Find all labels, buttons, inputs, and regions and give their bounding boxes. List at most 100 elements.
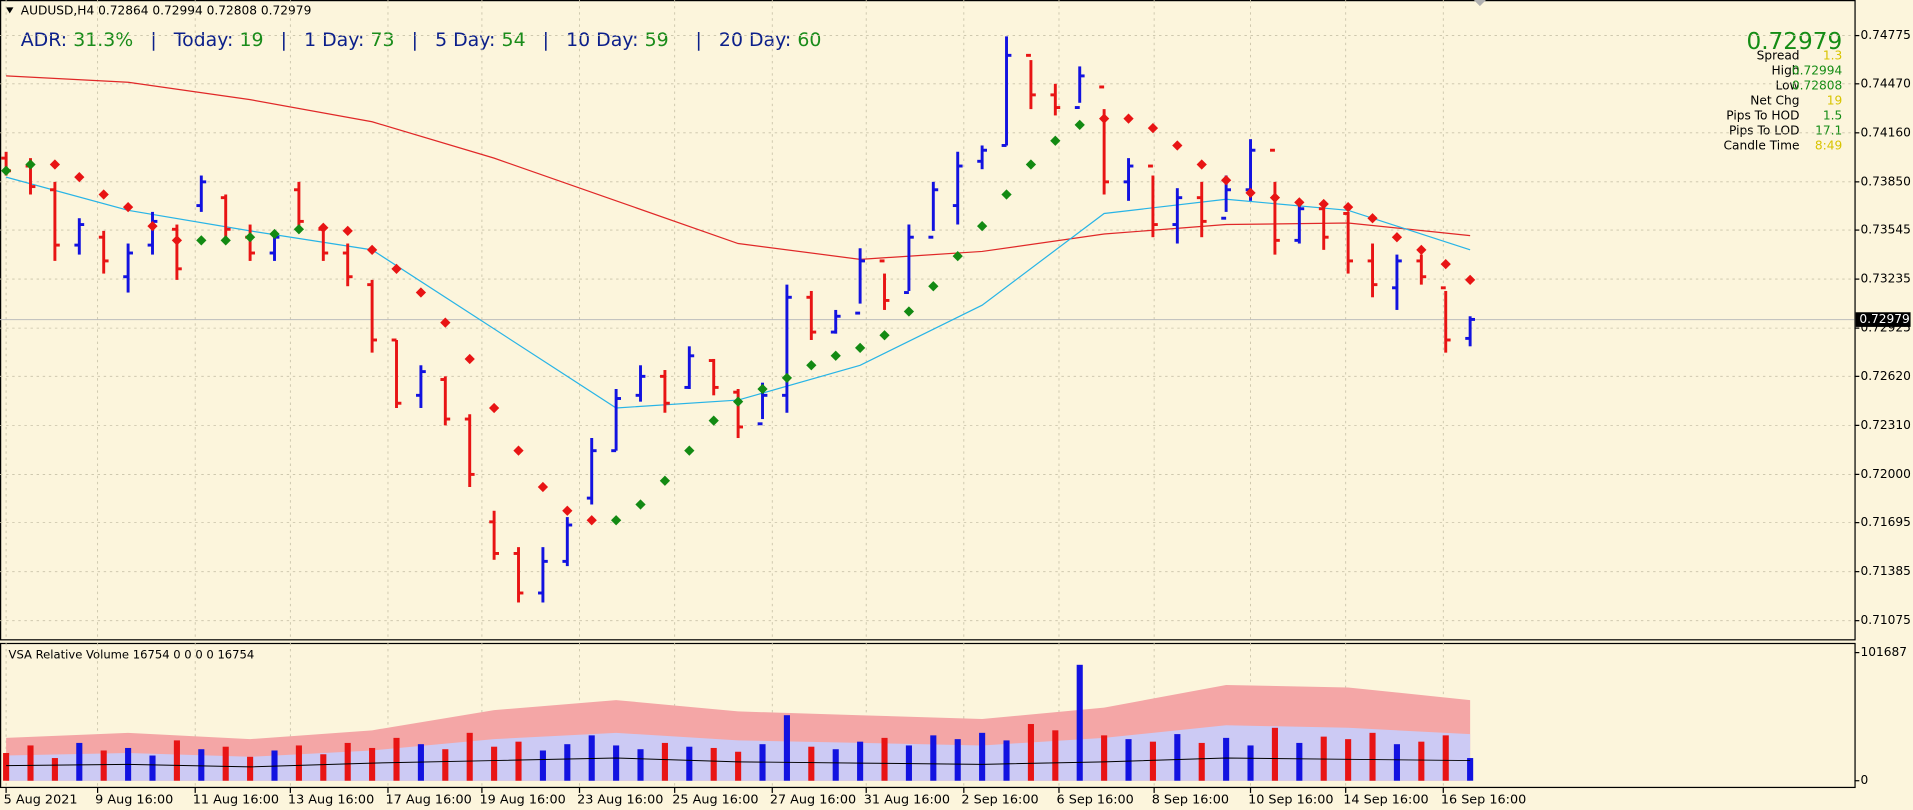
x-tick-label: 17 Aug 16:00 bbox=[386, 793, 472, 808]
trend-dot bbox=[464, 353, 475, 365]
x-tick-label: 8 Sep 16:00 bbox=[1152, 793, 1229, 808]
price-bar bbox=[123, 243, 133, 293]
last-price-label: 0.72979 bbox=[1859, 312, 1909, 326]
price-bar bbox=[708, 358, 719, 396]
trend-dot bbox=[684, 445, 695, 456]
info-label: Net Chg bbox=[1750, 94, 1799, 108]
price-bar bbox=[562, 517, 573, 567]
price-bar bbox=[684, 346, 695, 390]
price-bar bbox=[855, 248, 865, 315]
volume-bar bbox=[515, 741, 522, 781]
info-value: 0.72994 bbox=[1792, 64, 1843, 78]
price-bar bbox=[74, 218, 85, 255]
price-bar bbox=[489, 510, 499, 560]
trend-dot bbox=[586, 515, 597, 526]
adr-value: 60 bbox=[797, 29, 821, 51]
info-value: 8:49 bbox=[1815, 139, 1842, 153]
volume-bar bbox=[198, 749, 205, 781]
volume-bar bbox=[1271, 727, 1278, 781]
trend-dot bbox=[1416, 244, 1427, 255]
adr-label: 1 Day: bbox=[304, 29, 364, 51]
trend-dot bbox=[659, 475, 671, 486]
price-bar bbox=[1343, 211, 1354, 274]
volume-bar bbox=[3, 753, 10, 781]
trend-dot bbox=[781, 372, 793, 384]
info-label: Candle Time bbox=[1724, 139, 1800, 153]
volume-bar bbox=[1052, 730, 1059, 781]
trend-dot bbox=[440, 317, 451, 328]
adr-label: Today: bbox=[173, 29, 234, 51]
volume-bar bbox=[27, 745, 34, 781]
trend-dot bbox=[635, 499, 646, 510]
y-tick-label: 101687 bbox=[1861, 645, 1908, 659]
price-bar bbox=[806, 290, 817, 340]
trend-dot bbox=[830, 350, 841, 361]
volume-bar bbox=[393, 737, 400, 781]
price-bar bbox=[611, 389, 621, 453]
trend-dot bbox=[903, 306, 915, 317]
volume-bar bbox=[1027, 724, 1034, 781]
volume-bar bbox=[832, 749, 839, 781]
adr-label: 5 Day: bbox=[435, 29, 495, 51]
trend-dot bbox=[1294, 197, 1305, 208]
volume-bar bbox=[442, 749, 449, 781]
volume-bar bbox=[491, 746, 498, 781]
x-tick-label: 5 Aug 2021 bbox=[4, 793, 78, 808]
trend-dot bbox=[1001, 189, 1012, 200]
volume-bar bbox=[710, 747, 717, 781]
info-value: 0.72808 bbox=[1792, 79, 1842, 93]
volume-bar bbox=[1247, 745, 1254, 781]
price-bar bbox=[147, 211, 158, 255]
price-bar bbox=[1196, 181, 1207, 238]
adr-value: 59 bbox=[645, 29, 669, 51]
adr-value: 54 bbox=[502, 29, 526, 51]
volume-bar bbox=[661, 742, 668, 781]
price-bar bbox=[952, 151, 963, 225]
volume-bar bbox=[808, 746, 815, 781]
volume-bar bbox=[954, 739, 961, 781]
trend-dot bbox=[1147, 122, 1159, 134]
price-bar bbox=[172, 224, 182, 280]
volume-bar bbox=[1296, 742, 1303, 781]
trend-dot bbox=[732, 396, 744, 407]
trend-dot bbox=[1196, 159, 1207, 170]
x-tick-label: 11 Aug 16:00 bbox=[193, 793, 279, 808]
x-tick-label: 10 Sep 16:00 bbox=[1248, 793, 1333, 808]
trend-dot bbox=[366, 244, 378, 255]
adr-value: 73 bbox=[371, 29, 395, 51]
y-tick-label: 0.71695 bbox=[1861, 515, 1911, 529]
price-bar bbox=[416, 365, 426, 408]
price-bar bbox=[342, 243, 353, 287]
price-bar bbox=[1465, 316, 1476, 347]
volume-bar bbox=[149, 755, 156, 781]
price-panel-frame bbox=[0, 0, 1856, 641]
x-tick-label: 9 Aug 16:00 bbox=[95, 793, 173, 808]
volume-bar bbox=[271, 750, 278, 781]
volume-bar bbox=[930, 735, 937, 781]
price-bar bbox=[1367, 243, 1378, 298]
symbol-menu-arrow[interactable] bbox=[6, 7, 14, 14]
volume-bar bbox=[247, 756, 254, 781]
price-bar bbox=[1392, 254, 1402, 310]
adr-value: 19 bbox=[240, 29, 264, 51]
trend-dot bbox=[562, 505, 573, 516]
volume-bar bbox=[613, 745, 620, 781]
trend-dot bbox=[244, 232, 256, 243]
y-tick-label: 0.72620 bbox=[1861, 369, 1911, 383]
info-label: Spread bbox=[1757, 49, 1800, 63]
trend-dot bbox=[610, 515, 622, 526]
volume-bar bbox=[295, 745, 302, 781]
x-tick-label: 27 Aug 16:00 bbox=[770, 793, 856, 808]
shift-marker bbox=[1473, 0, 1486, 7]
price-bar bbox=[1148, 164, 1158, 238]
info-value: 1.3 bbox=[1823, 49, 1842, 63]
volume-bar bbox=[320, 754, 327, 781]
price-bar bbox=[538, 547, 548, 603]
volume-bar bbox=[51, 758, 58, 781]
volume-bar bbox=[1345, 739, 1352, 781]
price-bar bbox=[635, 365, 646, 402]
info-label: Low bbox=[1776, 79, 1800, 93]
y-tick-label: 0.71075 bbox=[1861, 613, 1911, 627]
y-tick-label: 0.74160 bbox=[1861, 125, 1911, 139]
